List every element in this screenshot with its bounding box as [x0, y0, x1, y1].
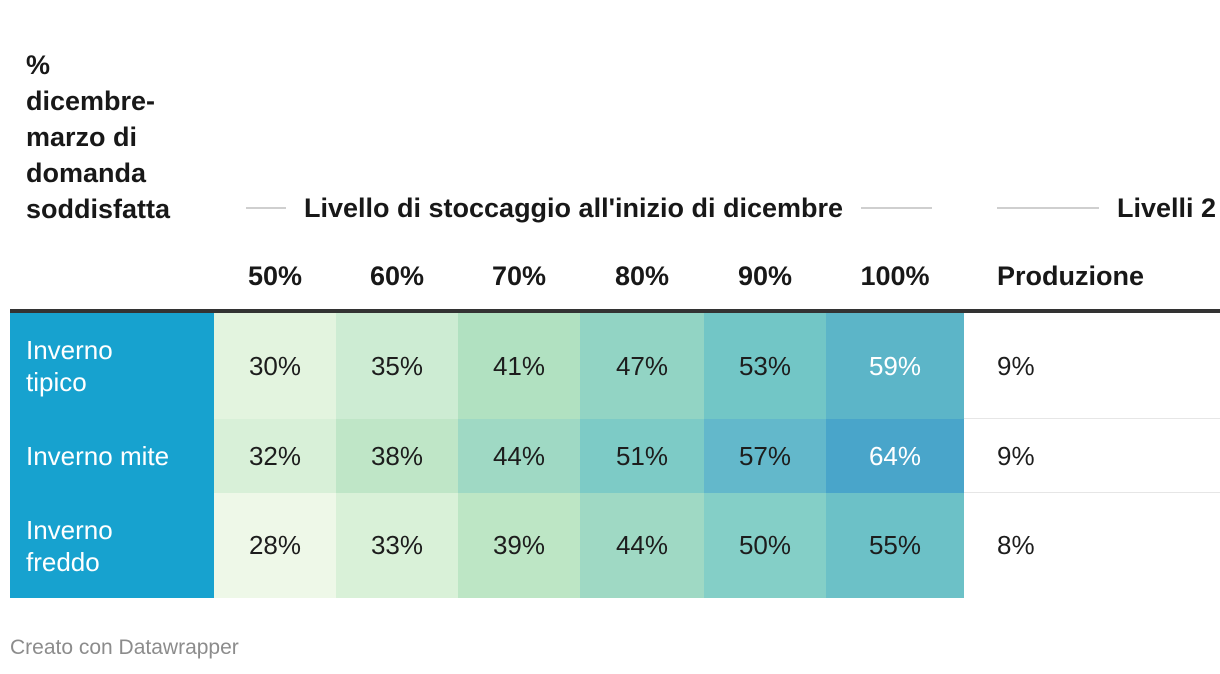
- heatmap-cell: 51%: [580, 419, 704, 493]
- column-group-storage: Livello di stoccaggio all'inizio di dice…: [246, 190, 932, 226]
- row-header: Inverno freddo: [10, 493, 214, 598]
- heatmap-cell: 59%: [826, 313, 964, 419]
- column-header: Produzione: [997, 261, 1144, 291]
- heatmap-cell: 53%: [704, 313, 826, 419]
- heatmap-cell: 50%: [704, 493, 826, 598]
- column-group-levels-label: Livelli 2: [1117, 192, 1217, 223]
- header-rule: [10, 309, 1220, 313]
- heatmap-cell: 44%: [458, 419, 580, 493]
- row-separator: [964, 492, 1220, 493]
- heatmap-cell: 33%: [336, 493, 458, 598]
- column-group-storage-label: Livello di stoccaggio all'inizio di dice…: [304, 192, 844, 223]
- corner-header: % dicembre- marzo di domanda soddisfatta: [26, 50, 171, 224]
- heatmap-cell: 44%: [580, 493, 704, 598]
- production-cell: 9%: [997, 440, 1035, 471]
- heatmap-cell: 35%: [336, 313, 458, 419]
- heatmap-cell: 41%: [458, 313, 580, 419]
- footer-credit: Creato con Datawrapper: [10, 636, 239, 659]
- column-header: 100%: [860, 261, 930, 291]
- heatmap-cell: 39%: [458, 493, 580, 598]
- column-header: 80%: [614, 261, 670, 291]
- heatmap-cell: 55%: [826, 493, 964, 598]
- group-rule-left: [997, 207, 1099, 209]
- heatmap-cell: 64%: [826, 419, 964, 493]
- row-header: Inverno tipico: [10, 313, 214, 419]
- heatmap-cell: 47%: [580, 313, 704, 419]
- column-header: 60%: [369, 261, 425, 291]
- heatmap-cell: 32%: [214, 419, 336, 493]
- column-group-levels: Livelli 2: [997, 190, 1220, 226]
- column-header: 50%: [247, 261, 303, 291]
- heatmap-cell: 57%: [704, 419, 826, 493]
- group-rule-left: [246, 207, 286, 209]
- production-cell: 8%: [997, 530, 1035, 560]
- group-rule-right: [861, 207, 932, 209]
- row-header: Inverno mite: [10, 419, 214, 493]
- heatmap-cell: 38%: [336, 419, 458, 493]
- column-header: 70%: [491, 261, 547, 291]
- column-header: 90%: [737, 261, 793, 291]
- row-separator: [964, 418, 1220, 419]
- heatmap-cell: 30%: [214, 313, 336, 419]
- heatmap-cell: 28%: [214, 493, 336, 598]
- production-cell: 9%: [997, 350, 1035, 381]
